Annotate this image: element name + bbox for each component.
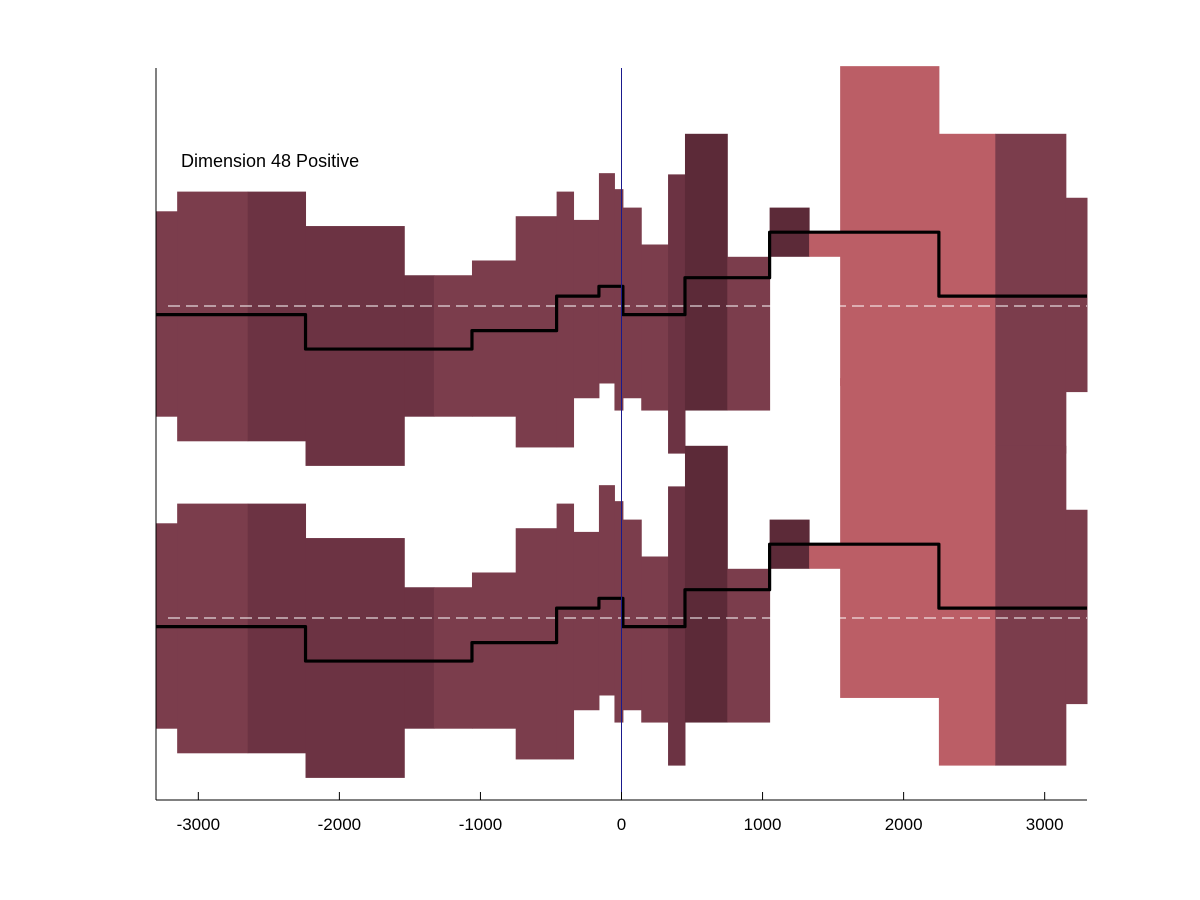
band-segment-upper-3	[305, 226, 405, 466]
band-segment-upper-1	[177, 191, 249, 442]
band-segment-lower-21	[995, 445, 1067, 766]
confidence-bands	[156, 66, 1088, 778]
band-segment-lower-9	[573, 531, 600, 711]
band-segment-lower-8	[556, 503, 575, 760]
band-segment-lower-6	[471, 572, 517, 729]
mean-line-upper	[156, 230, 1087, 351]
band-segment-upper-15	[684, 133, 728, 411]
mean-line-lower	[156, 542, 1087, 663]
band-segment-lower-1	[177, 503, 249, 754]
band-segment-upper-10	[598, 173, 615, 384]
x-tick-label: -2000	[318, 815, 361, 834]
band-segment-upper-18	[809, 232, 841, 257]
x-tick-label: -3000	[177, 815, 220, 834]
dimension-annotation: Dimension 48 Positive	[181, 151, 359, 171]
band-segment-upper-12	[622, 207, 642, 399]
x-tick-label: 0	[617, 815, 626, 834]
mean-lines	[156, 230, 1087, 663]
band-segment-lower-18	[809, 544, 841, 569]
band-segment-upper-9	[573, 219, 600, 399]
band-segment-lower-4	[404, 587, 435, 729]
x-tick-label: 2000	[885, 815, 923, 834]
x-tick-label: -1000	[459, 815, 502, 834]
band-segment-upper-19	[840, 66, 940, 386]
band-segment-lower-13	[641, 556, 669, 723]
band-segment-lower-10	[598, 485, 615, 696]
band-segment-upper-16	[727, 256, 771, 411]
band-segment-lower-12	[622, 519, 642, 711]
zero-lines	[168, 305, 1087, 619]
x-tick-label: 1000	[744, 815, 782, 834]
band-segment-upper-8	[556, 191, 575, 448]
band-segment-lower-16	[727, 568, 771, 723]
x-tick-label: 3000	[1026, 815, 1064, 834]
band-segment-lower-15	[684, 445, 728, 723]
band-segment-lower-2	[247, 503, 307, 754]
band-segment-upper-2	[247, 191, 307, 442]
band-segment-lower-3	[305, 538, 405, 778]
band-segment-upper-13	[641, 244, 669, 411]
band-segment-upper-21	[995, 133, 1067, 454]
band-segment-upper-4	[404, 275, 435, 417]
band-segment-lower-5	[433, 587, 473, 729]
band-segment-lower-11	[614, 501, 624, 723]
band-segment-lower-19	[840, 378, 940, 698]
band-segment-upper-5	[433, 275, 473, 417]
band-segment-lower-20	[938, 445, 996, 766]
band-segment-upper-11	[614, 189, 624, 411]
band-segment-upper-20	[938, 133, 996, 454]
x-axis-ticks: -3000 -2000 -1000 0 1000 2000 3000	[177, 792, 1064, 834]
band-segment-upper-6	[471, 260, 517, 417]
